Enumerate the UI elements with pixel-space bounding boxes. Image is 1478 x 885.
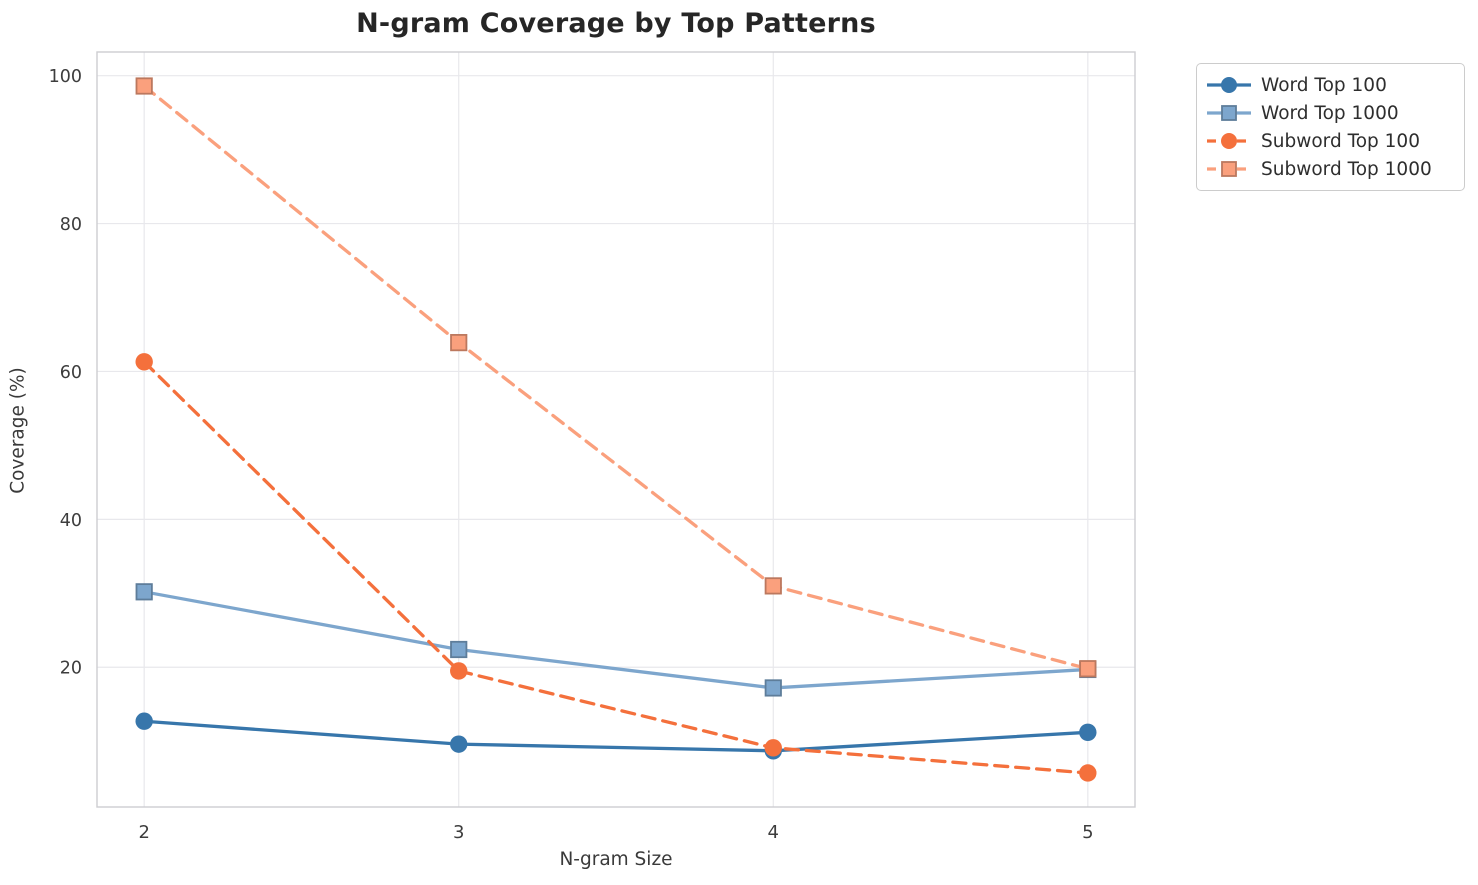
marker-subword-top-100-x2: [135, 353, 153, 371]
legend-item-word-top-1000: Word Top 1000: [1206, 99, 1454, 127]
legend-sample-word-top-1000-square-icon: [1207, 105, 1251, 121]
marker-subword-top-100-x3: [450, 662, 468, 680]
marker-word-top-100-x3: [450, 735, 468, 753]
y-tick-label-40: 40: [60, 511, 82, 531]
marker-word-top-1000-x2: [135, 583, 153, 601]
marker-subword-top-1000-legend: [1221, 161, 1237, 177]
legend-label-word-top-1000: Word Top 1000: [1261, 102, 1399, 124]
legend-sample-subword-top-1000-square-icon: [1207, 161, 1251, 177]
marker-word-top-1000-legend: [1221, 105, 1237, 121]
series-line-subword-top-100: [142, 360, 1090, 775]
marker-subword-top-1000-x3: [450, 334, 468, 352]
y-axis-label: Coverage (%): [7, 367, 29, 494]
legend-item-word-top-100: Word Top 100: [1206, 71, 1454, 99]
series-line-subword-top-1000: [142, 84, 1090, 671]
x-tick-label-5: 5: [1082, 822, 1093, 843]
marker-subword-top-100-legend: [1221, 133, 1237, 149]
marker-word-top-100-x2: [135, 712, 153, 730]
series-subword-top-100: [135, 353, 1097, 782]
legend-label-subword-top-1000: Subword Top 1000: [1261, 158, 1432, 180]
marker-word-top-100-x5: [1079, 723, 1097, 742]
marker-subword-top-1000-x5: [1079, 660, 1097, 678]
chart-title: N-gram Coverage by Top Patterns: [356, 8, 876, 39]
legend-label-subword-top-100: Subword Top 100: [1261, 130, 1420, 152]
series-word-top-100: [135, 712, 1097, 760]
x-tick-label-2: 2: [138, 822, 149, 843]
x-axis-label: N-gram Size: [559, 849, 673, 870]
marker-subword-top-1000-x2: [135, 77, 153, 95]
y-tick-label-80: 80: [60, 215, 82, 235]
marker-word-top-100-legend: [1221, 77, 1237, 93]
series-line-word-top-100: [142, 719, 1090, 753]
legend-item-subword-top-1000: Subword Top 1000: [1206, 155, 1454, 183]
plot-border: [96, 51, 1136, 808]
legend-label-word-top-100: Word Top 100: [1261, 74, 1387, 96]
marker-subword-top-100-x4: [764, 739, 782, 757]
series-subword-top-1000: [135, 77, 1097, 678]
marker-subword-top-1000-x4: [764, 577, 782, 595]
series-word-top-1000: [135, 583, 1097, 697]
marker-word-top-1000-x4: [764, 679, 782, 697]
legend-sample-word-top-100-circle-icon: [1207, 77, 1251, 93]
y-tick-label-100: 100: [49, 67, 82, 87]
marker-subword-top-100-x5: [1079, 764, 1097, 782]
y-tick-label-20: 20: [60, 659, 82, 679]
marker-word-top-1000-x3: [450, 640, 468, 659]
legend: Word Top 100 Word Top 1000 Subword Top 100…: [1196, 63, 1465, 191]
legend-sample-subword-top-100-circle-icon: [1207, 133, 1251, 149]
legend-item-subword-top-100: Subword Top 100: [1206, 127, 1454, 155]
x-tick-label-3: 3: [453, 822, 464, 843]
x-tick-label-4: 4: [768, 822, 779, 843]
y-tick-label-60: 60: [60, 363, 82, 383]
series-line-word-top-1000: [142, 590, 1090, 690]
